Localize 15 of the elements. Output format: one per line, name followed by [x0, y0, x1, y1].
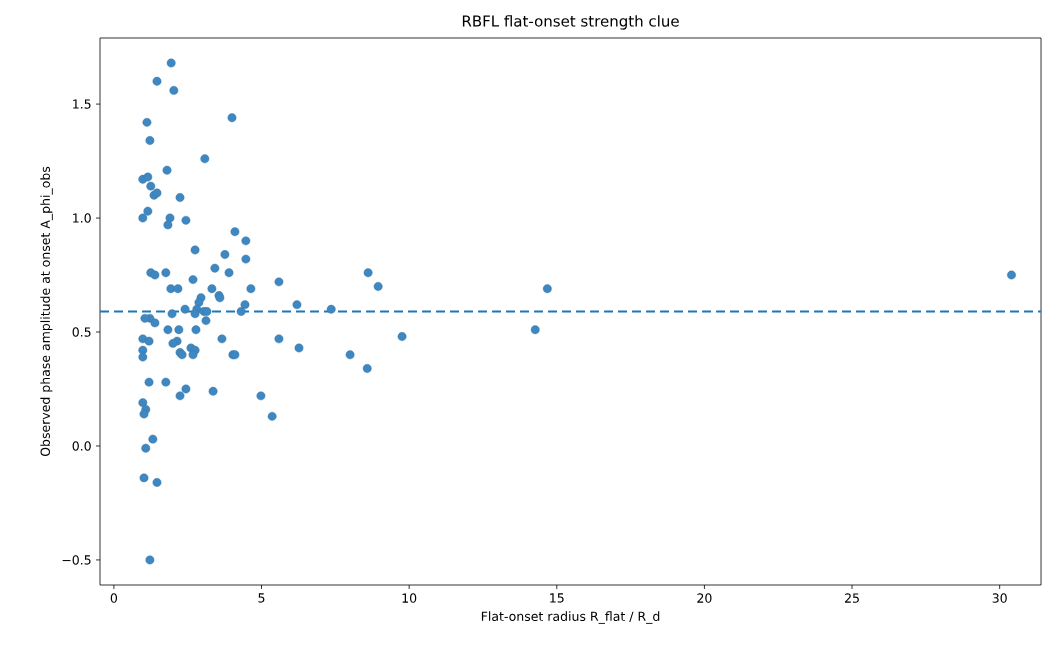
- x-tick-label: 0: [110, 593, 118, 603]
- x-tick-label: 5: [258, 593, 265, 603]
- y-tick-label: −0.5: [62, 555, 91, 565]
- x-tick-label: 20: [697, 593, 712, 603]
- y-axis-title: Observed phase amplitude at onset A_phi_obs: [40, 166, 53, 457]
- x-tick-label: 10: [402, 593, 417, 603]
- y-tick-label: 1.0: [73, 213, 91, 223]
- x-tick-label: 25: [845, 593, 859, 603]
- x-axis-title: Flat-onset radius R_flat / R_d: [481, 611, 660, 624]
- y-tick-label: 1.5: [73, 99, 91, 109]
- x-tick-label: 15: [550, 593, 564, 603]
- chart-title: RBFL flat-onset strength clue: [462, 15, 679, 30]
- y-tick-label: 0.0: [72, 441, 91, 451]
- y-tick-label: 0.5: [72, 327, 91, 337]
- x-tick-label: 30: [992, 593, 1007, 603]
